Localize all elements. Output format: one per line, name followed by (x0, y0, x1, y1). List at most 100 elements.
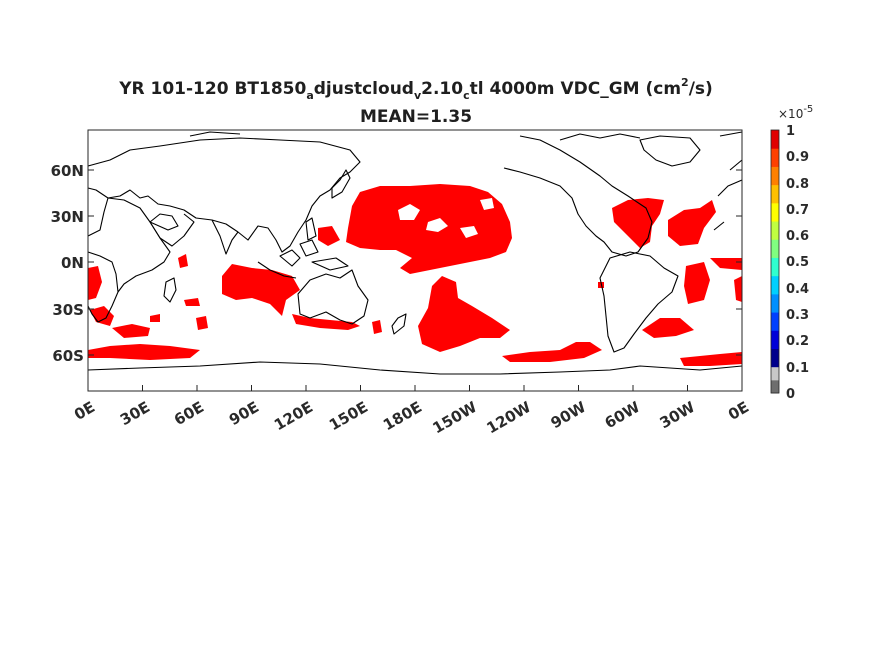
map-panel: 60N 30N 0N 30S 60S 0E 30E 60E 90E 120E 1… (51, 129, 752, 438)
title-part-2: djustcloud (314, 79, 414, 99)
colorbar-tick-label: 0.8 (786, 177, 809, 192)
colorbar-tick-label: 1 (786, 124, 795, 139)
colorbar-segment (771, 221, 779, 240)
indian-ocean-patch (222, 264, 300, 316)
southern-ocean-indian-patch (88, 344, 200, 360)
north-atlantic-patch-east (668, 200, 716, 246)
colorbar-segment (771, 293, 779, 313)
colorbar-segment (771, 130, 779, 149)
west-africa-patch (88, 266, 102, 300)
colorbar-segment (771, 366, 779, 381)
colorbar-tick-label: 0.1 (786, 361, 809, 376)
europe-coast (713, 131, 743, 231)
colorbar-tick-label: 0.3 (786, 308, 809, 323)
plot-title: YR 101-120 BT1850adjustcloudv2.10ctl 400… (118, 76, 713, 102)
colorbar-segment (771, 166, 779, 186)
colorbar-tick-labels: 1 0.9 0.8 0.7 0.6 0.5 0.4 0.3 0.2 0.1 0 (786, 124, 809, 402)
lat-tick-label: 30S (52, 301, 84, 319)
japan-coast (331, 169, 351, 199)
north-pacific-hole-2 (426, 218, 448, 232)
colorbar-segment (771, 148, 779, 167)
africa-coast (87, 187, 171, 323)
colorbar-tick-label: 0.4 (786, 282, 809, 297)
colorbar-segment (771, 379, 779, 394)
south-america-coast (599, 251, 679, 353)
colorbar-segment (771, 257, 779, 277)
southwest-indian-patch (90, 306, 114, 326)
new-zealand-coast (391, 313, 407, 335)
lat-tick-marks (88, 169, 742, 356)
lon-tick-label: 150W (430, 398, 481, 438)
lon-tick-label: 180E (380, 398, 425, 434)
colorbar-tick-label: 0.9 (786, 150, 809, 165)
colorbar: ×10-5 1 0.9 0.8 0.7 0.6 0.5 0.4 0.3 0.2 … (770, 104, 813, 402)
colorbar-frame (770, 129, 780, 394)
lon-tick-label: 150E (326, 398, 371, 434)
agulhas-patch (112, 324, 150, 338)
title-sub-a: a (306, 89, 313, 102)
angola-patch (710, 258, 742, 270)
north-america-coast (503, 135, 653, 257)
lon-tick-label: 90E (226, 398, 262, 429)
philippines-coast (305, 217, 317, 241)
south-pacific-patch (418, 276, 510, 352)
colorbar-exponent: ×10-5 (778, 104, 813, 121)
title-sub-c: c (463, 89, 470, 102)
small-patch-5 (318, 226, 340, 246)
lat-tick-label: 60N (51, 162, 84, 180)
southeast-atlantic-patch (734, 276, 742, 302)
india-coast (211, 219, 239, 255)
lat-tick-label: 30N (51, 208, 84, 226)
colorbar-tick-label: 0 (786, 387, 795, 402)
small-patch-4 (372, 320, 382, 334)
colorbar-segments (771, 130, 779, 394)
lon-tick-label: 90W (548, 398, 590, 433)
weddell-patch (642, 318, 694, 338)
colorbar-segment (771, 202, 779, 222)
colorbar-tick-label: 0.7 (786, 203, 809, 218)
colorbar-segment (771, 348, 779, 368)
arctic-islands-coast (189, 131, 641, 141)
title-sup-2: 2 (681, 76, 689, 89)
north-pacific-hole-1 (398, 204, 420, 220)
title-part-4: tl 4000m VDC_GM (cm (470, 79, 681, 99)
south-atlantic-patch (684, 262, 710, 304)
north-atlantic-patch-west (612, 198, 664, 248)
mean-label: MEAN=1.35 (360, 107, 472, 127)
title-part-3: 2.10 (421, 79, 463, 99)
colorbar-tick-label: 0.6 (786, 229, 809, 244)
lon-tick-label: 120E (271, 398, 316, 434)
coastlines (87, 131, 743, 375)
title-sub-v: v (414, 89, 422, 102)
lon-tick-label: 30E (117, 398, 153, 429)
antarctica-coast (87, 361, 743, 375)
title-part-1: YR 101-120 BT1850 (118, 79, 306, 99)
lon-tick-label: 120W (484, 398, 535, 438)
lon-tick-marks (87, 385, 743, 391)
lon-tick-label: 0E (725, 398, 752, 424)
colorbar-tick-label: 0.5 (786, 255, 809, 270)
colorbar-segment (771, 312, 779, 331)
small-patch-3 (150, 314, 160, 322)
arabia-coast (149, 213, 195, 247)
lon-tick-label: 0E (71, 398, 98, 424)
lon-tick-label: 30W (657, 398, 699, 433)
small-patch-6 (178, 254, 188, 268)
colorbar-segment (771, 275, 779, 295)
lat-tick-labels: 60N 30N 0N 30S 60S (51, 162, 84, 365)
colorbar-tick-label: 0.2 (786, 334, 809, 349)
lat-tick-label: 60S (52, 347, 84, 365)
north-pacific-hole-3 (460, 226, 478, 238)
title-part-5: /s) (689, 79, 713, 99)
madagascar-coast (163, 277, 177, 303)
lon-tick-label: 60W (602, 398, 644, 433)
eurasia-coast (87, 137, 361, 253)
southern-ocean-pacific-patch (502, 342, 602, 362)
lon-tick-labels: 0E 30E 60E 90E 120E 150E 180E 150W 120W … (71, 398, 752, 438)
small-patch-2 (196, 316, 208, 330)
shaded-regions (88, 184, 742, 366)
colorbar-segment (771, 239, 779, 258)
colorbar-segment (771, 184, 779, 204)
lon-tick-label: 60E (171, 398, 207, 429)
